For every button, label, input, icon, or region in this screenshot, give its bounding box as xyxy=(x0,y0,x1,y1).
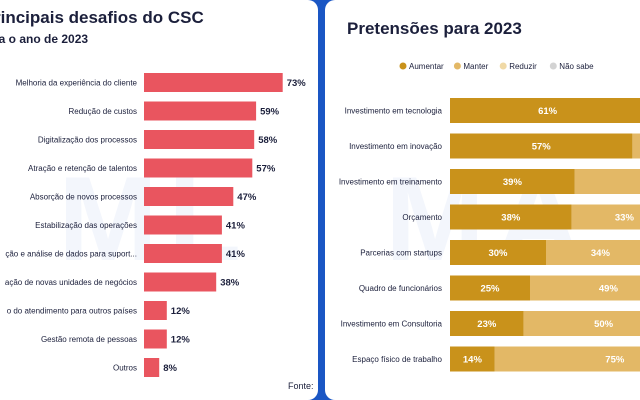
segment-label: 57% xyxy=(532,142,552,153)
category-label: Espaço físico de trabalho xyxy=(352,355,442,364)
category-label: Estabilização das operações xyxy=(35,221,137,230)
intentions-stacked-chart: Aumentar Manter Reduzir Não sabe Investiment… xyxy=(339,62,640,372)
bar xyxy=(144,244,222,263)
category-label: Digitalização dos processos xyxy=(38,136,137,145)
legend-label: Aumentar xyxy=(409,62,444,71)
segment-label: 14% xyxy=(463,355,483,366)
stacked-segment xyxy=(494,346,640,372)
segment-label: 49% xyxy=(599,284,619,295)
value-label: 41% xyxy=(226,221,246,232)
legend-swatch xyxy=(453,62,461,70)
legend-swatch xyxy=(549,62,557,70)
value-label: 41% xyxy=(226,249,246,260)
segment-label: 23% xyxy=(477,319,497,330)
bar xyxy=(144,329,167,349)
bar xyxy=(144,158,253,178)
segment-label: 33% xyxy=(615,213,635,224)
bar xyxy=(144,101,257,121)
value-label: 58% xyxy=(258,135,278,146)
category-label: Investimento em treinamento xyxy=(339,178,443,187)
stacked-segment xyxy=(530,275,640,301)
bar xyxy=(144,272,217,292)
bar xyxy=(144,301,167,320)
value-label: 57% xyxy=(256,164,276,175)
challenges-bar-chart: Melhoria da experiência do cliente 73% Red… xyxy=(5,73,307,377)
segment-label: 25% xyxy=(480,284,500,295)
stacked-segment xyxy=(632,133,640,159)
stacked-segment xyxy=(450,311,524,336)
category-label: o do atendimento para outros países xyxy=(7,307,137,316)
segment-label: 34% xyxy=(591,248,611,259)
segment-label: 39% xyxy=(503,177,523,188)
category-label: Parcerias com startups xyxy=(360,249,442,258)
category-label: ação de novas unidades de negócios xyxy=(5,278,137,287)
category-label: Gestão remota de pessoas xyxy=(41,335,137,344)
stacked-segment xyxy=(450,169,575,194)
value-label: 47% xyxy=(237,192,257,203)
bar xyxy=(144,215,222,235)
stacked-segment xyxy=(523,311,640,336)
segment-label: 38% xyxy=(501,213,521,224)
category-label: Redução de custos xyxy=(69,107,138,116)
segment-label: 61% xyxy=(538,106,558,117)
left-panel: ML rincipais desafios do CSC ra o ano de… xyxy=(0,0,318,400)
legend-swatch xyxy=(499,62,507,70)
legend-swatch xyxy=(399,62,407,70)
legend-label: Reduzir xyxy=(509,62,537,71)
stacked-segment xyxy=(450,204,572,230)
right-chart-title: Pretensões para 2023 xyxy=(347,19,522,38)
value-label: 12% xyxy=(171,306,191,317)
value-label: 8% xyxy=(163,363,177,374)
right-panel: MA Pretensões para 2023 Aumentar Manter Re… xyxy=(325,0,640,400)
category-label: Investimento em inovação xyxy=(349,142,442,151)
legend-label: Não sabe xyxy=(559,62,594,71)
left-chart-title: rincipais desafios do CSC xyxy=(0,8,204,27)
stacked-segment xyxy=(546,240,640,265)
category-label: Orçamento xyxy=(402,213,442,222)
segment-label: 75% xyxy=(605,355,625,366)
value-label: 73% xyxy=(287,78,307,89)
segment-label: 50% xyxy=(594,319,614,330)
category-label: Melhoria da experiência do cliente xyxy=(16,79,138,88)
category-label: Outros xyxy=(113,364,137,373)
category-label: Investimento em Consultoria xyxy=(341,320,443,329)
stacked-segment xyxy=(450,346,495,372)
stacked-segment xyxy=(450,133,633,159)
stacked-segment xyxy=(450,275,530,301)
bar xyxy=(144,130,255,149)
value-label: 12% xyxy=(171,335,191,346)
source-note: Fonte: xyxy=(288,381,314,391)
value-label: 38% xyxy=(220,278,240,289)
stacked-segment xyxy=(571,204,640,230)
category-label: Investimento em tecnologia xyxy=(345,107,443,116)
category-label: ção e análise de dados para suport... xyxy=(5,250,137,259)
category-label: Absorção de novos processos xyxy=(30,193,137,202)
legend-label: Manter xyxy=(463,62,488,71)
stacked-segment xyxy=(574,169,640,194)
category-label: Quadro de funcionários xyxy=(359,284,442,293)
bar xyxy=(144,187,234,206)
segment-label: 30% xyxy=(488,248,508,259)
stacked-segment xyxy=(450,98,640,123)
left-chart-subtitle: ra o ano de 2023 xyxy=(0,32,89,46)
bar xyxy=(144,358,160,377)
bar xyxy=(144,73,283,92)
category-label: Atração e retenção de talentos xyxy=(28,164,137,173)
value-label: 59% xyxy=(260,107,280,118)
stacked-segment xyxy=(450,240,546,265)
